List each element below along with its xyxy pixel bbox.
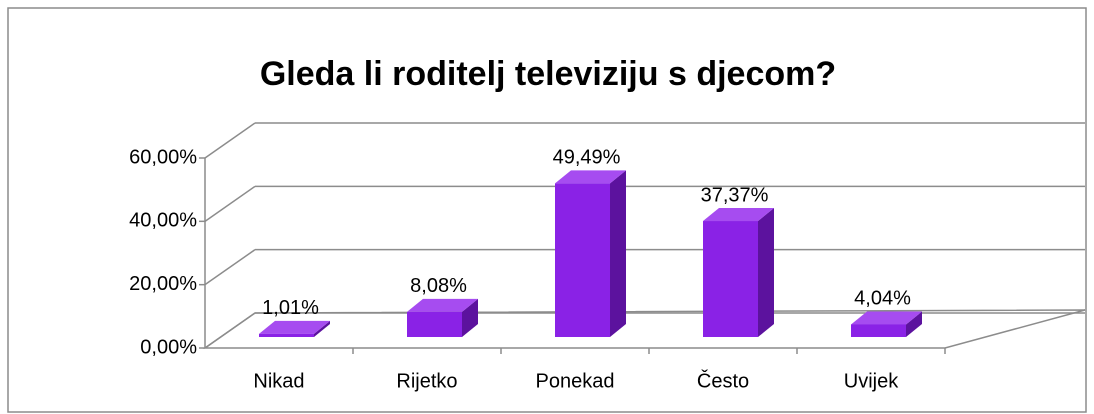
y-tick-label: 60,00% (129, 146, 197, 168)
bar-side (462, 298, 478, 337)
grid-line (204, 185, 256, 222)
bar (851, 324, 906, 337)
y-tick-label: 20,00% (129, 273, 197, 295)
value-label: 49,49% (553, 147, 621, 169)
chart-border (7, 7, 1087, 413)
bar-top (407, 298, 478, 312)
bar-top (703, 208, 774, 222)
x-tick-label: Rijetko (396, 370, 457, 392)
bar-side (610, 170, 626, 337)
bar (407, 311, 462, 337)
bar-top (555, 170, 626, 184)
value-label: 37,37% (701, 184, 769, 206)
x-tick-label: Često (697, 369, 749, 392)
bar (555, 183, 610, 337)
bar-side (314, 320, 330, 337)
grid-line (204, 122, 256, 159)
bar-side (906, 311, 922, 337)
bar-side (758, 208, 774, 337)
grid-line (204, 249, 256, 286)
bar-top (259, 320, 330, 334)
value-label: 8,08% (410, 275, 467, 297)
value-label: 1,01% (262, 297, 319, 319)
x-tick-label: Uvijek (844, 370, 899, 392)
x-tick-label: Nikad (253, 370, 304, 392)
y-tick-label: 40,00% (129, 210, 197, 232)
value-label: 4,04% (854, 288, 911, 310)
y-tick-label: 0,00% (140, 336, 197, 358)
bar-top (851, 311, 922, 325)
bar (703, 221, 758, 337)
chart-title: Gleda li roditelj televiziju s djecom? (260, 55, 836, 93)
grid-line (204, 312, 256, 349)
bar (259, 333, 314, 337)
x-tick-label: Ponekad (536, 370, 615, 392)
